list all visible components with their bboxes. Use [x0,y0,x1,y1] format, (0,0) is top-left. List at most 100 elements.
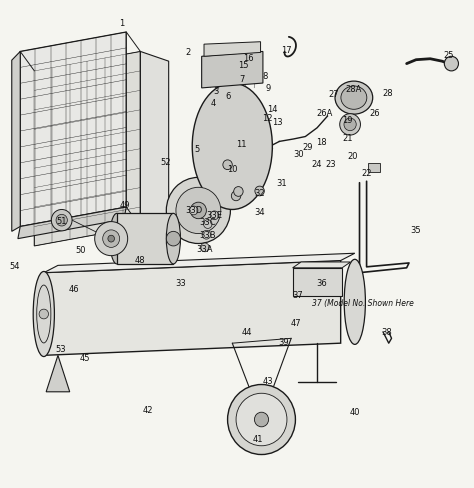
Text: 33A: 33A [197,244,213,253]
Text: 19: 19 [343,116,353,125]
Ellipse shape [341,87,367,110]
Circle shape [444,57,458,72]
Bar [292,268,342,296]
Text: 27: 27 [329,90,339,99]
Circle shape [203,220,212,229]
Polygon shape [20,33,126,227]
Text: 9: 9 [265,84,270,93]
Text: 42: 42 [142,406,153,414]
Circle shape [255,187,264,197]
Text: 11: 11 [237,140,247,149]
Text: 6: 6 [225,92,230,101]
Circle shape [202,231,210,240]
Text: 40: 40 [349,407,360,416]
Text: 7: 7 [239,75,245,83]
Text: 18: 18 [317,138,327,146]
Text: 28: 28 [383,89,393,98]
Text: 33C: 33C [200,218,216,226]
Text: 24: 24 [311,160,321,168]
Polygon shape [140,52,169,224]
Text: 48: 48 [135,255,146,264]
Text: 38: 38 [382,328,392,337]
Text: 49: 49 [119,201,130,210]
Polygon shape [12,52,20,232]
Circle shape [201,244,209,252]
Text: 10: 10 [227,164,237,173]
Circle shape [95,222,128,256]
Circle shape [223,161,232,170]
Circle shape [255,412,269,427]
Text: 28A: 28A [346,85,362,94]
Text: 35: 35 [410,226,420,235]
Polygon shape [46,356,70,392]
Text: 2: 2 [185,48,190,57]
Circle shape [340,115,360,136]
Polygon shape [201,52,263,89]
Circle shape [148,123,156,131]
Text: 8: 8 [263,72,268,81]
Text: 15: 15 [238,61,248,70]
Circle shape [176,188,221,234]
Text: 29: 29 [302,142,313,151]
Polygon shape [204,42,261,57]
Text: 36: 36 [317,278,327,287]
Text: 33D: 33D [185,205,202,215]
Text: 52: 52 [160,158,171,167]
Polygon shape [292,263,351,268]
Text: 44: 44 [241,328,252,337]
Circle shape [228,385,295,455]
Circle shape [344,119,356,131]
Text: 32: 32 [255,188,265,198]
Text: 26: 26 [370,108,380,118]
Text: 12: 12 [263,113,273,122]
Text: 26A: 26A [316,108,332,118]
Text: 14: 14 [266,104,277,114]
Text: 17: 17 [281,45,292,54]
Circle shape [148,104,156,112]
Polygon shape [44,254,355,273]
Circle shape [210,211,219,220]
Text: 25: 25 [444,51,454,60]
Circle shape [148,80,156,88]
Text: 37: 37 [292,290,303,300]
Text: 3: 3 [213,87,219,96]
Text: 53: 53 [55,344,65,353]
Text: 37 (Model No. Shown Here: 37 (Model No. Shown Here [312,299,414,308]
Circle shape [190,206,198,215]
Text: 22: 22 [361,169,372,178]
Text: 31: 31 [276,179,287,188]
Text: 30: 30 [293,150,303,159]
Circle shape [166,178,230,244]
Text: 50: 50 [75,245,86,254]
Circle shape [148,148,156,156]
Text: 46: 46 [69,284,80,293]
Polygon shape [18,207,126,239]
Text: 33B: 33B [200,231,216,240]
Circle shape [234,187,243,197]
Text: 33E: 33E [206,210,222,220]
Circle shape [236,393,287,446]
Text: 23: 23 [325,160,336,168]
Text: 33: 33 [175,278,186,287]
Ellipse shape [166,214,181,264]
Text: 41: 41 [253,435,264,444]
Ellipse shape [33,272,55,357]
Polygon shape [35,52,140,246]
Text: 20: 20 [347,152,358,161]
Ellipse shape [192,84,273,210]
Circle shape [166,232,181,246]
Polygon shape [368,163,380,172]
Circle shape [39,309,48,319]
Circle shape [231,192,241,201]
Ellipse shape [110,214,124,264]
Ellipse shape [335,82,373,115]
Circle shape [103,230,119,248]
Text: 47: 47 [291,318,301,327]
Text: 1: 1 [119,19,124,28]
Text: 54: 54 [9,262,20,270]
Text: 45: 45 [80,353,91,363]
Circle shape [51,210,72,231]
Text: 21: 21 [343,134,353,142]
Ellipse shape [344,260,365,345]
Bar [117,214,173,264]
